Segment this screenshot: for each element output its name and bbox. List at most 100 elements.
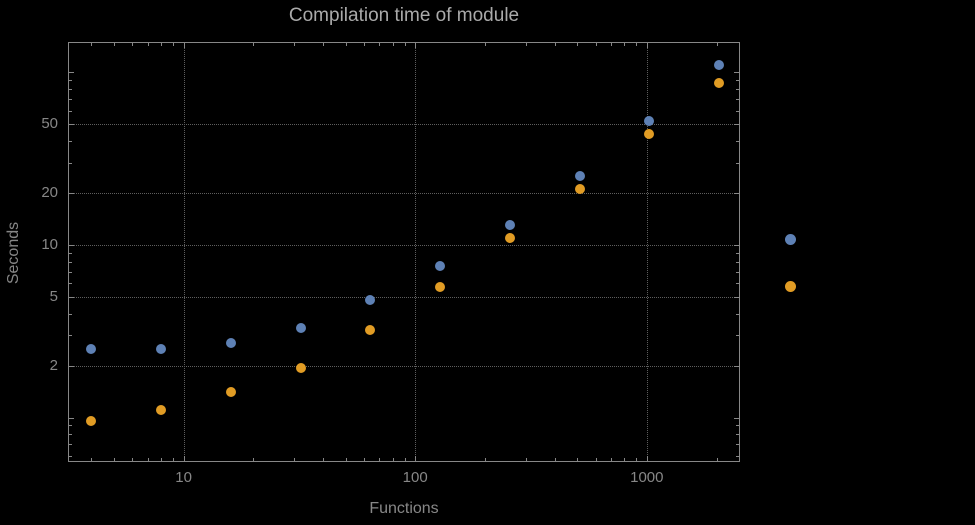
x-tick-mark	[554, 43, 556, 46]
y-tick-mark	[69, 434, 72, 436]
x-tick-mark	[624, 43, 626, 46]
x-tick-mark	[636, 458, 638, 461]
y-tick-mark	[736, 141, 739, 143]
y-tick-mark	[69, 335, 72, 337]
x-tick-mark	[636, 43, 638, 46]
x-tick-mark	[323, 458, 325, 461]
y-tick-mark	[69, 80, 72, 82]
y-tick-mark	[734, 124, 739, 126]
y-tick-mark	[734, 245, 739, 246]
y-tick-mark	[69, 261, 72, 263]
x-tick-label: 100	[402, 469, 428, 486]
x-tick-mark	[484, 43, 486, 46]
data-point-orange	[295, 362, 306, 373]
x-tick-mark	[611, 43, 612, 46]
x-tick-mark	[415, 456, 417, 461]
data-point-orange	[365, 325, 376, 336]
x-tick-mark	[525, 43, 527, 46]
x-tick-mark	[147, 43, 149, 46]
y-tick-mark	[734, 193, 739, 194]
x-tick-mark	[379, 43, 381, 46]
y-tick-mark	[736, 434, 739, 436]
y-tick-mark	[734, 296, 739, 298]
y-tick-mark	[69, 425, 72, 427]
y-tick-mark	[69, 296, 74, 298]
x-tick-mark	[173, 43, 174, 46]
x-tick-mark	[577, 43, 579, 46]
x-tick-mark	[183, 456, 185, 461]
x-tick-mark	[113, 43, 115, 46]
x-tick-mark	[91, 43, 93, 46]
x-tick-mark	[147, 458, 149, 461]
y-tick-label: 10	[41, 236, 58, 253]
x-tick-mark	[646, 456, 648, 461]
x-tick-mark	[161, 458, 163, 461]
gridline-horizontal	[69, 193, 739, 194]
x-tick-mark	[404, 43, 406, 46]
data-point-orange	[574, 184, 585, 195]
y-tick-mark	[69, 245, 74, 246]
x-tick-mark	[624, 458, 626, 461]
x-tick-mark	[716, 43, 718, 46]
x-tick-mark	[363, 458, 365, 461]
y-tick-mark	[69, 313, 72, 315]
y-tick-label: 5	[49, 287, 58, 305]
x-tick-mark	[173, 458, 174, 461]
x-tick-label: 10	[175, 469, 192, 486]
legend	[785, 234, 796, 292]
x-axis-label: Functions	[369, 500, 439, 517]
data-point-orange	[225, 387, 236, 398]
x-tick-mark	[132, 458, 134, 461]
y-tick-mark	[69, 124, 74, 126]
x-tick-label: 1000	[630, 469, 664, 486]
y-tick-mark	[736, 162, 739, 164]
y-tick-label: 20	[41, 184, 58, 201]
gridline-horizontal	[69, 124, 739, 126]
x-tick-mark	[132, 43, 134, 46]
x-tick-mark	[91, 458, 93, 461]
x-tick-mark	[646, 43, 648, 48]
legend-marker-blue	[785, 234, 796, 245]
y-tick-mark	[736, 313, 739, 315]
y-tick-mark	[69, 72, 74, 74]
data-point-orange	[504, 232, 515, 243]
data-point-orange	[644, 128, 655, 139]
chart-title: Compilation time of module	[288, 5, 520, 26]
y-tick-mark	[69, 417, 74, 419]
x-tick-mark	[294, 458, 296, 461]
x-tick-mark	[392, 458, 394, 461]
y-tick-mark	[69, 193, 74, 194]
y-tick-mark	[736, 99, 739, 101]
data-point-blue	[644, 116, 655, 127]
x-tick-mark	[484, 458, 486, 461]
y-tick-mark	[736, 271, 739, 273]
y-tick-mark	[736, 455, 739, 457]
x-tick-mark	[183, 43, 185, 48]
x-tick-mark	[554, 458, 556, 461]
data-point-blue	[504, 220, 515, 231]
x-tick-mark	[415, 43, 417, 48]
data-point-orange	[86, 416, 97, 427]
y-tick-mark	[69, 444, 72, 446]
x-tick-mark	[363, 43, 365, 46]
y-tick-mark	[69, 283, 72, 285]
gridline-vertical	[415, 43, 417, 461]
y-tick-mark	[736, 425, 739, 427]
y-tick-mark	[736, 252, 739, 254]
x-tick-mark	[323, 43, 325, 46]
x-tick-mark	[113, 458, 115, 461]
x-tick-mark	[294, 43, 296, 46]
x-tick-mark	[253, 458, 255, 461]
x-tick-mark	[404, 458, 406, 461]
y-tick-label: 2	[49, 356, 58, 374]
x-tick-mark	[716, 458, 718, 461]
y-tick-mark	[69, 89, 72, 91]
data-point-blue	[713, 60, 724, 71]
gridline-horizontal	[69, 365, 739, 367]
y-tick-mark	[69, 252, 72, 254]
legend-marker-orange	[785, 281, 796, 292]
data-point-blue	[225, 338, 236, 349]
x-tick-mark	[345, 43, 347, 46]
data-point-orange	[156, 405, 167, 416]
